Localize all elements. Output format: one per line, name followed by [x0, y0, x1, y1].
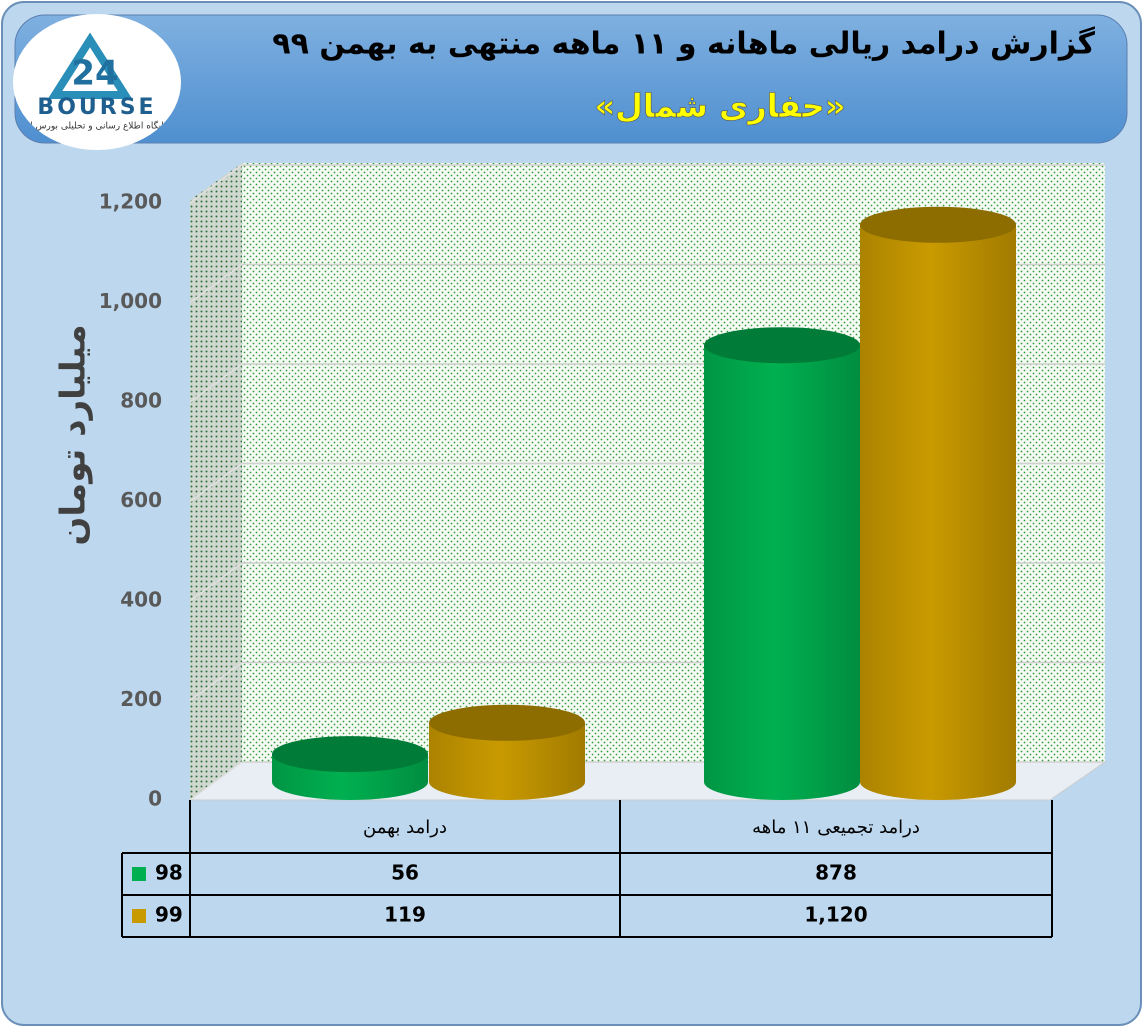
logo-shape	[47, 32, 133, 99]
logo-name: BOURSE	[37, 95, 156, 120]
grid-line	[189, 164, 243, 204]
data-label: 878	[815, 861, 857, 885]
grid-line	[189, 462, 243, 503]
y-tick-label: 400	[120, 588, 162, 612]
legend-label: 99	[155, 903, 183, 927]
grid-line	[189, 761, 243, 801]
side-wall	[190, 163, 242, 800]
y-tick-label: 200	[120, 687, 162, 711]
bar-body	[429, 722, 585, 800]
bar-top	[860, 206, 1016, 243]
category-label: درامد تجمیعی ۱۱ ماهه	[752, 817, 920, 838]
chart-title: گزارش درامد ریالی ماهانه و ۱۱ ماهه منتهی…	[272, 26, 1095, 62]
bar-body	[704, 345, 860, 800]
grid-line	[189, 562, 243, 602]
y-tick-label: 600	[120, 488, 162, 512]
y-tick-label: 1,000	[99, 289, 162, 313]
bar-top	[704, 327, 860, 364]
category-label: درامد بهمن	[363, 817, 447, 838]
logo: 24 BOURSE پایگاه اطلاع رسانی و تحلیلی بو…	[14, 32, 167, 132]
y-tick-label: 800	[120, 389, 162, 413]
chart-subtitle: «حفاری شمال»	[594, 87, 845, 125]
data-label: 56	[391, 861, 419, 885]
grid-line	[189, 363, 243, 403]
bar-top	[272, 736, 428, 773]
y-axis-label: میلیارد تومان	[54, 324, 94, 545]
logo-tagline: پایگاه اطلاع رسانی و تحلیلی بورس ایران	[14, 120, 167, 132]
legend-swatch	[132, 909, 146, 923]
grid-line	[189, 661, 243, 702]
bar-body	[860, 224, 1016, 801]
y-tick-label: 1,200	[99, 190, 162, 214]
grid-line	[189, 263, 243, 304]
data-table: درامد بهمن درامد تجمیعی ۱۱ ماهه 98 56 878 99 1…	[121, 800, 1053, 938]
logo-mark: 24	[71, 54, 118, 94]
legend-swatch	[132, 867, 146, 881]
data-label: 1,120	[804, 903, 867, 927]
data-label: 119	[384, 903, 426, 927]
logo-background	[13, 14, 181, 150]
y-tick-label: 0	[148, 787, 162, 811]
legend-label: 98	[155, 861, 183, 885]
bar-top	[429, 704, 585, 741]
plot: 0 200 400 600 800 1,000 1,200	[99, 164, 1105, 811]
